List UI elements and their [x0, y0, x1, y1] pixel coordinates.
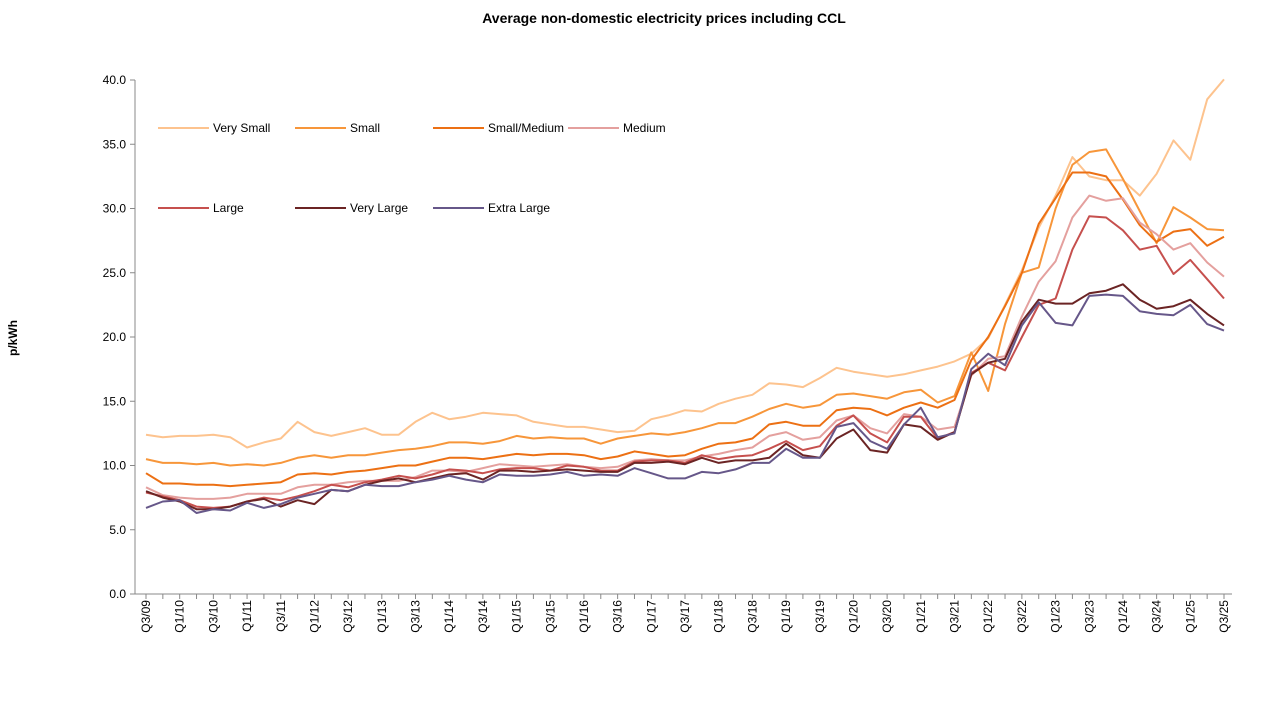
series-line — [146, 284, 1224, 509]
legend-item: Small/Medium — [433, 121, 564, 135]
y-tick-label: 5.0 — [109, 523, 126, 537]
series-small-medium — [146, 173, 1224, 487]
series-very-large — [146, 284, 1224, 509]
chart-title: Average non-domestic electricity prices … — [482, 10, 846, 26]
legend-label: Very Large — [350, 201, 408, 215]
series-extra-large — [146, 295, 1224, 513]
series-line — [146, 196, 1224, 499]
x-tick-label: Q1/18 — [712, 600, 726, 633]
x-tick-label: Q1/19 — [779, 600, 793, 633]
x-tick-label: Q3/12 — [341, 600, 355, 633]
x-tick-label: Q3/21 — [948, 600, 962, 633]
legend-label: Large — [213, 201, 244, 215]
x-tick-label: Q1/23 — [1049, 600, 1063, 633]
x-tick-label: Q3/20 — [880, 600, 894, 633]
x-tick-label: Q1/20 — [846, 600, 860, 633]
x-tick-label: Q3/24 — [1150, 600, 1164, 633]
x-tick-label: Q1/15 — [510, 600, 524, 633]
x-tick-label: Q3/18 — [745, 600, 759, 633]
y-tick-label: 35.0 — [103, 137, 127, 151]
legend-label: Extra Large — [488, 201, 550, 215]
x-tick-label: Q1/12 — [307, 600, 321, 633]
x-tick-label: Q1/10 — [173, 600, 187, 633]
legend-label: Small — [350, 121, 380, 135]
y-tick-label: 10.0 — [103, 459, 127, 473]
x-tick-label: Q1/22 — [981, 600, 995, 633]
x-tick-label: Q3/09 — [139, 600, 153, 633]
legend-item: Small — [295, 121, 380, 135]
legend: Very Small Small Small/Medium Medium Large Ve… — [158, 121, 666, 215]
x-tick-label: Q1/24 — [1116, 600, 1130, 633]
x-tick-label: Q1/14 — [442, 600, 456, 633]
x-tick-label: Q1/13 — [375, 600, 389, 633]
x-tick-label: Q3/11 — [274, 600, 288, 632]
series-line — [146, 149, 1224, 465]
x-tick-label: Q1/11 — [240, 600, 254, 632]
series-line — [146, 173, 1224, 487]
series-very-small — [146, 79, 1224, 447]
y-axis-label: p/kWh — [6, 320, 20, 356]
x-tick-label: Q3/16 — [611, 600, 625, 633]
x-tick-label: Q3/10 — [206, 600, 220, 633]
legend-label: Very Small — [213, 121, 270, 135]
legend-item: Large — [158, 201, 244, 215]
legend-label: Medium — [623, 121, 666, 135]
x-tick-label: Q1/16 — [577, 600, 591, 633]
series-line — [146, 295, 1224, 513]
y-tick-label: 25.0 — [103, 266, 127, 280]
y-tick-label: 0.0 — [109, 587, 126, 601]
axes: 0.0 5.0 10.0 15.0 20.0 25.0 30.0 35.0 40.0 Q3/09 Q… — [103, 73, 1232, 633]
x-tick-label: Q3/14 — [476, 600, 490, 633]
x-tick-label: Q3/13 — [409, 600, 423, 633]
x-tick-label: Q3/15 — [543, 600, 557, 633]
y-tick-label: 40.0 — [103, 73, 127, 87]
x-tick-label: Q3/25 — [1217, 600, 1231, 633]
x-tick-label: Q3/22 — [1015, 600, 1029, 633]
x-tick-label: Q3/17 — [678, 600, 692, 633]
x-tick-label: Q3/23 — [1082, 600, 1096, 633]
legend-item: Medium — [568, 121, 666, 135]
legend-item: Extra Large — [433, 201, 550, 215]
x-tick-label: Q1/25 — [1183, 600, 1197, 633]
y-tick-label: 15.0 — [103, 394, 127, 408]
legend-item: Very Small — [158, 121, 270, 135]
y-tick-label: 20.0 — [103, 330, 127, 344]
series-line — [146, 79, 1224, 447]
x-tick-label: Q1/17 — [644, 600, 658, 633]
y-tick-label: 30.0 — [103, 202, 127, 216]
series-lines — [146, 79, 1224, 513]
series-medium — [146, 196, 1224, 499]
legend-item: Very Large — [295, 201, 408, 215]
x-tick-label: Q1/21 — [914, 600, 928, 633]
x-tick-label: Q3/19 — [813, 600, 827, 633]
legend-label: Small/Medium — [488, 121, 564, 135]
series-small — [146, 149, 1224, 465]
